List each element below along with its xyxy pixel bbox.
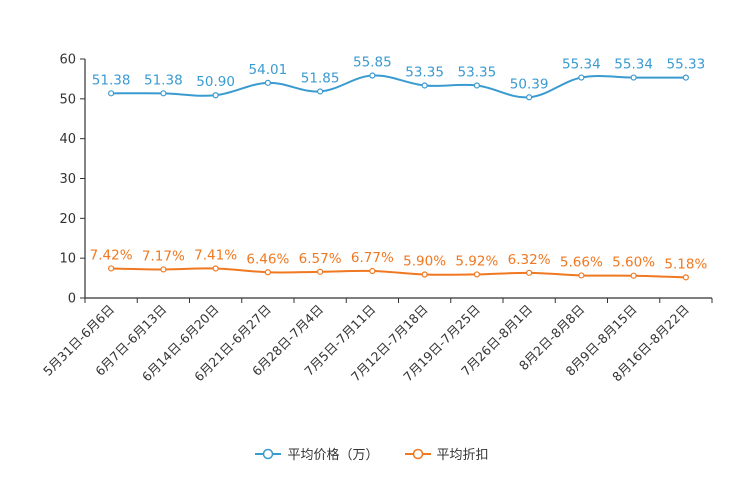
data-point <box>682 274 689 281</box>
y-tick-label: 60 <box>59 53 76 68</box>
data-label: 55.85 <box>353 55 392 71</box>
data-point <box>578 272 585 279</box>
data-label: 7.41% <box>194 247 237 263</box>
series-line <box>111 74 686 99</box>
data-label: 51.38 <box>92 72 131 88</box>
axes: 01020304050605月31日-6月6日6月7日-6月13日6月14日-6… <box>40 53 713 384</box>
data-label: 6.57% <box>299 251 342 267</box>
series-line <box>111 267 686 279</box>
data-point <box>108 90 115 97</box>
data-point <box>526 269 533 276</box>
y-tick-label: 0 <box>68 292 76 307</box>
data-label: 7.17% <box>142 248 185 264</box>
data-label: 6.77% <box>351 250 394 266</box>
data-label: 6.32% <box>508 252 551 268</box>
data-point <box>682 74 689 81</box>
legend-discount-label: 平均折扣 <box>436 448 489 463</box>
data-label: 51.85 <box>301 70 340 86</box>
legend: 平均价格（万） 平均折扣 <box>0 444 744 463</box>
data-point <box>212 265 219 272</box>
data-point <box>473 82 480 89</box>
data-point <box>369 72 376 79</box>
legend-price-line-icon <box>255 448 282 459</box>
data-point <box>369 267 376 275</box>
series-price: 51.38 51.38 50.90 54.01 51.85 55.85 53.35 53.35… <box>92 55 706 101</box>
data-label: 53.35 <box>405 64 444 80</box>
data-label: 55.34 <box>614 57 653 73</box>
data-label: 53.35 <box>458 64 497 80</box>
data-label: 55.33 <box>667 57 706 73</box>
data-point <box>421 271 428 278</box>
data-point <box>473 271 480 278</box>
y-tick-label: 20 <box>59 212 76 227</box>
data-label: 50.90 <box>196 74 235 90</box>
data-point <box>578 74 585 81</box>
legend-item-discount[interactable]: 平均折扣 <box>404 444 489 463</box>
data-point <box>317 268 324 275</box>
data-point <box>108 265 115 272</box>
data-point <box>212 92 219 99</box>
line-chart: 01020304050605月31日-6月6日6月7日-6月13日6月14日-6… <box>40 53 713 384</box>
y-tick-label: 50 <box>59 92 76 107</box>
data-label: 6.46% <box>246 251 289 267</box>
data-point <box>526 94 533 101</box>
data-label: 5.18% <box>664 256 707 272</box>
data-label: 5.66% <box>560 254 603 270</box>
data-point <box>160 266 167 273</box>
data-point <box>421 82 428 89</box>
legend-price-label: 平均价格（万） <box>287 448 379 463</box>
data-label: 54.01 <box>249 62 288 78</box>
data-point <box>630 74 637 81</box>
data-label: 5.60% <box>612 255 655 271</box>
data-label: 55.34 <box>562 57 601 73</box>
data-label: 7.42% <box>90 247 133 263</box>
data-point <box>264 269 271 276</box>
y-tick-label: 40 <box>59 132 76 147</box>
data-point <box>264 79 271 86</box>
y-tick-label: 10 <box>59 252 76 267</box>
data-point <box>160 90 167 97</box>
data-label: 50.39 <box>510 76 549 92</box>
series-layer: 51.38 51.38 50.90 54.01 51.85 55.85 53.35 53.35… <box>90 55 707 281</box>
data-point <box>630 272 637 279</box>
y-tick-label: 30 <box>59 172 76 187</box>
data-label: 51.38 <box>144 72 183 88</box>
series-discount: 7.42% 7.17% 7.41% 6.46% 6.57% 6.77% 5.90% 5.92%… <box>90 247 707 281</box>
data-point <box>317 88 324 95</box>
legend-discount-line-icon <box>404 448 431 459</box>
legend-item-price[interactable]: 平均价格（万） <box>255 444 379 463</box>
data-label: 5.92% <box>455 253 498 269</box>
data-label: 5.90% <box>403 253 446 269</box>
